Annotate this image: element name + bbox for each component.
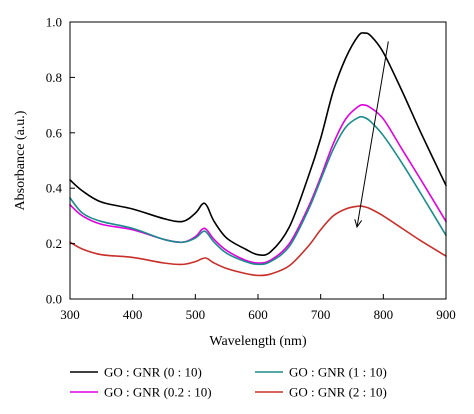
x-axis-title: Wavelength (nm) — [209, 334, 307, 349]
y-axis-title: Absorbance (a.u.) — [13, 110, 28, 210]
y-tick-label: 0.6 — [46, 125, 63, 140]
x-tick-label: 300 — [60, 307, 80, 322]
axes: 300 400 500 600 700 800 900 0.0 0.2 0.4 0.6 0.8 1.0 — [46, 15, 456, 323]
legend-item-3: GO : GNR (2 : 10) — [255, 385, 387, 400]
legend: GO : GNR (0 : 10) GO : GNR (0.2 : 10) GO :… — [70, 365, 387, 400]
legend-item-0: GO : GNR (0 : 10) — [70, 365, 202, 380]
trend-arrow-head — [354, 219, 363, 229]
x-tick-label: 900 — [436, 307, 456, 322]
legend-label: GO : GNR (1 : 10) — [289, 365, 387, 380]
series-line-0 — [69, 32, 447, 257]
series-line-3 — [69, 205, 447, 277]
x-tick-label: 600 — [248, 307, 268, 322]
y-tick-label: 0.2 — [46, 236, 62, 251]
legend-item-1: GO : GNR (0.2 : 10) — [70, 385, 212, 400]
x-tick-label: 800 — [374, 307, 394, 322]
legend-item-2: GO : GNR (1 : 10) — [255, 365, 387, 380]
y-tick-label: 0.0 — [46, 292, 62, 307]
y-tick-label: 0.8 — [46, 70, 62, 85]
legend-label: GO : GNR (0.2 : 10) — [104, 385, 212, 400]
series-line-2 — [69, 115, 447, 266]
x-tick-label: 500 — [186, 307, 206, 322]
legend-label: GO : GNR (2 : 10) — [289, 385, 387, 400]
x-tick-label: 400 — [123, 307, 143, 322]
y-tick-label: 0.4 — [46, 181, 63, 196]
trend-arrow-shaft — [356, 41, 389, 228]
y-tick-label: 1.0 — [46, 15, 62, 30]
plot-area — [69, 32, 447, 277]
x-tick-label: 700 — [311, 307, 331, 322]
legend-label: GO : GNR (0 : 10) — [104, 365, 202, 380]
series-line-1 — [69, 104, 447, 264]
